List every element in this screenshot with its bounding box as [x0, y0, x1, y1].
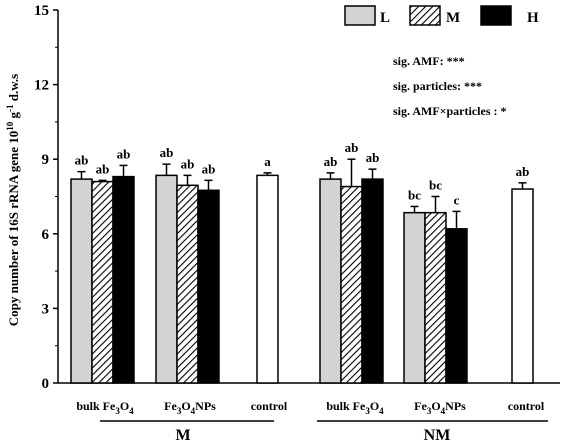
legend-label-m: M — [446, 10, 460, 26]
bar-nm-h — [361, 178, 384, 384]
significance-label: ab — [324, 154, 338, 169]
annotation-sig-amf: sig. AMF: *** — [393, 54, 465, 68]
bar-nm-m — [340, 185, 363, 384]
y-tick-label: 9 — [42, 152, 50, 168]
significance-label: ab — [75, 153, 89, 168]
bar-nm-l — [319, 178, 342, 384]
annotation-sig-interaction: sig. AMF×particles : * — [393, 104, 506, 118]
bar-nm-control — [511, 188, 534, 384]
x-category-label: Fe3O4NPs — [164, 399, 216, 416]
x-category-label: control — [508, 399, 545, 413]
bar-nm-h — [445, 228, 468, 384]
x-category-label: Fe3O4NPs — [414, 399, 466, 416]
y-tick-label: 0 — [42, 376, 50, 392]
y-tick-label: 15 — [34, 3, 49, 19]
bar-m-control — [256, 174, 279, 384]
bar-m-l — [70, 178, 93, 384]
significance-label: ab — [516, 164, 530, 179]
bar-nm-m — [424, 211, 447, 384]
legend-label-h: H — [527, 10, 539, 26]
bar-m-h — [112, 175, 135, 384]
legend: L M H — [344, 5, 539, 26]
significance-label: a — [264, 154, 271, 169]
significance-label: ab — [96, 161, 110, 176]
annotation-sig-particles: sig. particles: *** — [393, 79, 482, 93]
significance-label: ab — [345, 140, 359, 155]
bar-nm-l — [403, 211, 426, 384]
significance-label: bc — [429, 178, 442, 193]
x-category-label: bulk Fe3O4 — [76, 399, 134, 416]
significance-label: ab — [366, 150, 380, 165]
significance-label: ab — [160, 145, 174, 160]
group-label: NM — [424, 427, 451, 444]
significance-label: ab — [181, 156, 195, 171]
x-category-label: bulk Fe3O4 — [326, 399, 384, 416]
bar-m-h — [197, 189, 220, 384]
y-tick-label: 3 — [42, 301, 50, 317]
legend-swatch-h — [480, 5, 512, 26]
significance-label: bc — [408, 187, 421, 202]
significance-label: c — [454, 192, 460, 207]
bar-m-l — [155, 174, 178, 384]
x-category-label: control — [251, 399, 288, 413]
significance-label: ab — [202, 161, 216, 176]
legend-swatch-m — [409, 5, 441, 26]
legend-swatch-l — [344, 5, 376, 26]
y-tick-label: 12 — [34, 78, 49, 94]
bar-m-m — [176, 184, 199, 384]
significance-label: ab — [117, 146, 131, 161]
group-label: M — [175, 427, 190, 444]
legend-label-l: L — [380, 10, 390, 26]
bar-m-m — [91, 180, 114, 384]
y-axis-label: Copy number of 16S rRNA gene 1010 g-1 d.… — [5, 74, 21, 326]
y-tick-label: 6 — [42, 227, 50, 243]
